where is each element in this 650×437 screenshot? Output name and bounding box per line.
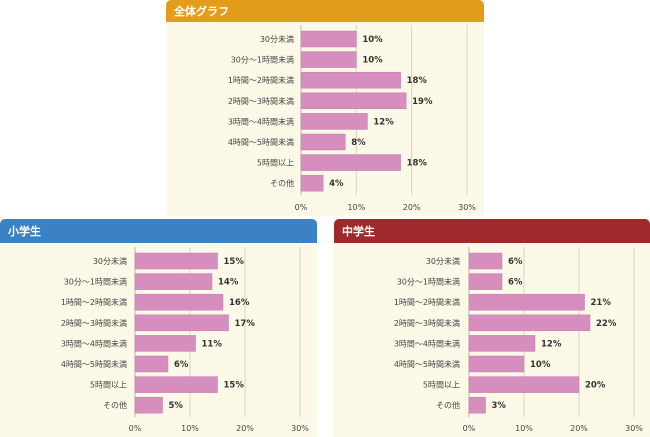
category-label: 5時間以上	[423, 381, 460, 390]
bar	[468, 335, 536, 352]
x-tick-label: 10%	[347, 203, 365, 212]
junior-high-bar-chart: 0% 10% 20% 30% 30分未満 6% 30分～1時間未満 6% 1時間～2時間未満 21…	[394, 247, 643, 433]
category-label: 30分～1時間未満	[64, 277, 127, 287]
bar	[300, 92, 407, 110]
junior-high-chart-panel: 中学生 0% 10% 20% 30% 30分未満 6% 30分～1時間未満 6% 1時間～2時間…	[334, 219, 650, 437]
data-label: 11%	[202, 339, 223, 349]
category-label: 30分～1時間未満	[231, 55, 294, 65]
bar	[134, 273, 213, 290]
data-label: 22%	[596, 319, 617, 329]
bar	[468, 396, 486, 414]
bar	[468, 252, 503, 270]
bar	[300, 113, 368, 130]
x-tick-label: 30%	[625, 424, 643, 433]
category-label: 1時間～2時間未満	[61, 297, 127, 307]
x-tick-label: 10%	[515, 424, 533, 433]
category-label: その他	[103, 400, 127, 410]
x-tick-label: 20%	[236, 424, 254, 433]
elementary-chart-title: 小学生	[8, 225, 41, 238]
bar	[134, 293, 224, 311]
bar	[300, 51, 357, 68]
data-label: 18%	[407, 76, 428, 86]
category-label: 4時間～5時間未満	[228, 137, 294, 147]
bar	[300, 133, 346, 151]
category-label: その他	[436, 400, 460, 410]
data-label: 6%	[508, 278, 523, 288]
bar	[468, 293, 585, 311]
x-tick-label: 0%	[129, 424, 142, 433]
bar	[300, 71, 401, 89]
category-label: 30分未満	[93, 256, 127, 266]
bar	[468, 273, 503, 290]
overall-bar-chart: 0% 10% 20% 30% 30分未満 10% 30分～1時間未満 10% 1時間～2時間未満…	[228, 25, 476, 212]
data-label: 12%	[541, 339, 562, 349]
bar	[468, 376, 580, 393]
data-label: 15%	[224, 257, 245, 267]
bar	[134, 355, 169, 373]
elementary-chart-header: 小学生	[0, 219, 317, 243]
category-label: 30分未満	[426, 256, 460, 266]
data-label: 10%	[362, 35, 383, 45]
bar	[300, 30, 357, 48]
x-tick-label: 0%	[463, 424, 476, 433]
junior-high-chart-header: 中学生	[334, 219, 650, 243]
category-label: 5時間以上	[257, 159, 294, 168]
bar	[300, 174, 324, 192]
category-label: 2時間～3時間未満	[61, 318, 127, 328]
bar	[468, 314, 591, 332]
data-label: 20%	[585, 381, 606, 391]
category-label: 1時間～2時間未満	[394, 297, 460, 307]
data-label: 15%	[224, 381, 245, 391]
x-tick-label: 20%	[403, 203, 421, 212]
data-label: 10%	[530, 360, 551, 370]
bar	[134, 376, 218, 393]
category-label: 4時間～5時間未満	[61, 359, 127, 369]
data-label: 4%	[329, 179, 344, 189]
data-label: 3%	[492, 401, 507, 411]
category-label: 3時間～4時間未満	[394, 338, 460, 348]
category-label: 3時間～4時間未満	[228, 116, 294, 126]
bar	[468, 355, 525, 373]
bar	[134, 335, 196, 352]
x-tick-label: 10%	[181, 424, 199, 433]
data-label: 17%	[235, 319, 256, 329]
data-label: 12%	[373, 117, 394, 127]
category-label: 1時間～2時間未満	[228, 75, 294, 85]
bar	[300, 154, 401, 171]
overall-chart-header: 全体グラフ	[166, 0, 484, 22]
category-label: 4時間～5時間未満	[394, 359, 460, 369]
elementary-bar-chart: 0% 10% 20% 30% 30分未満 15% 30分～1時間未満 14% 1時間～2時間未満…	[61, 247, 309, 433]
data-label: 8%	[351, 138, 366, 148]
category-label: その他	[270, 178, 294, 188]
x-tick-label: 20%	[570, 424, 588, 433]
bar	[134, 314, 229, 332]
bar	[134, 252, 218, 270]
category-label: 2時間～3時間未満	[394, 318, 460, 328]
data-label: 14%	[218, 278, 239, 288]
data-label: 18%	[407, 159, 428, 169]
data-label: 16%	[229, 298, 250, 308]
data-label: 10%	[362, 56, 383, 66]
bar	[134, 396, 163, 414]
category-label: 2時間～3時間未満	[228, 96, 294, 106]
category-label: 3時間～4時間未満	[61, 338, 127, 348]
overall-chart-title: 全体グラフ	[174, 5, 229, 18]
junior-high-chart-title: 中学生	[342, 225, 375, 238]
category-label: 30分～1時間未満	[397, 277, 460, 287]
data-label: 6%	[174, 360, 189, 370]
data-label: 19%	[412, 97, 433, 107]
data-label: 5%	[169, 401, 184, 411]
category-label: 5時間以上	[90, 381, 127, 390]
category-label: 30分未満	[260, 34, 294, 44]
x-tick-label: 0%	[295, 203, 308, 212]
elementary-chart-panel: 小学生 0% 10% 20% 30% 30分未満 15% 30分～1時間未満 14% 1時間～2…	[0, 219, 317, 437]
data-label: 21%	[591, 298, 612, 308]
x-tick-label: 30%	[291, 424, 309, 433]
overall-chart-panel: 全体グラフ 0% 10% 20% 30% 30分未満 10% 30分～1時間未満 10% 1時間…	[166, 0, 484, 216]
x-tick-label: 30%	[458, 203, 476, 212]
data-label: 6%	[508, 257, 523, 267]
